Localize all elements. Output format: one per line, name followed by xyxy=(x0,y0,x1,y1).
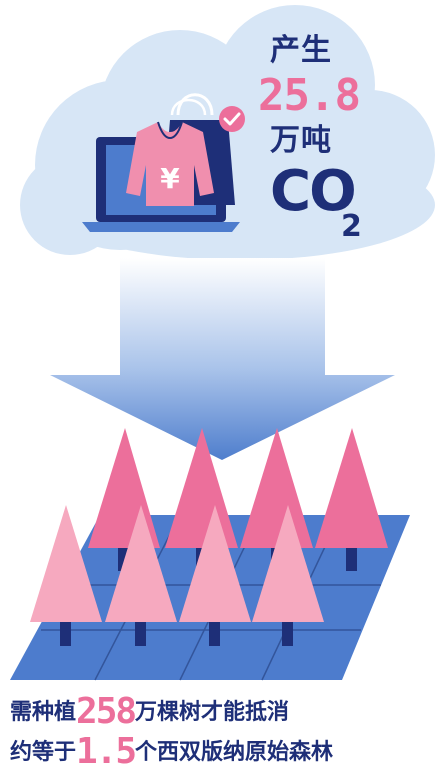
caption-line-1: 需种植258万棵树才能抵消 xyxy=(10,694,289,730)
caption-line-2-prefix: 约等于 xyxy=(10,740,77,765)
tree xyxy=(179,505,251,646)
back-row-trees xyxy=(88,428,388,571)
check-badge-icon xyxy=(219,106,245,132)
produce-label: 产生 xyxy=(270,33,332,68)
emission-amount: 25.8 xyxy=(258,70,361,121)
front-row-trees xyxy=(30,505,324,646)
co2-label: CO xyxy=(270,159,357,224)
sweater-yen-icon: ¥ xyxy=(126,121,214,206)
caption-line-1-suffix: 万棵树才能抵消 xyxy=(135,700,290,725)
svg-text:¥: ¥ xyxy=(160,162,180,195)
co2-subscript: 2 xyxy=(341,209,362,244)
caption-line-2-suffix: 个西双版纳原始森林 xyxy=(135,740,334,765)
caption-line-1-prefix: 需种植 xyxy=(10,700,77,725)
forest-count: 1.5 xyxy=(76,731,137,772)
tree xyxy=(30,505,102,646)
tree-count: 258 xyxy=(76,691,137,732)
tree xyxy=(252,505,324,646)
caption-line-2: 约等于1.5个西双版纳原始森林 xyxy=(10,734,333,770)
unit-label: 万吨 xyxy=(270,123,332,158)
tree xyxy=(105,505,177,646)
tree xyxy=(315,428,388,571)
arrow-down-icon xyxy=(50,258,395,460)
